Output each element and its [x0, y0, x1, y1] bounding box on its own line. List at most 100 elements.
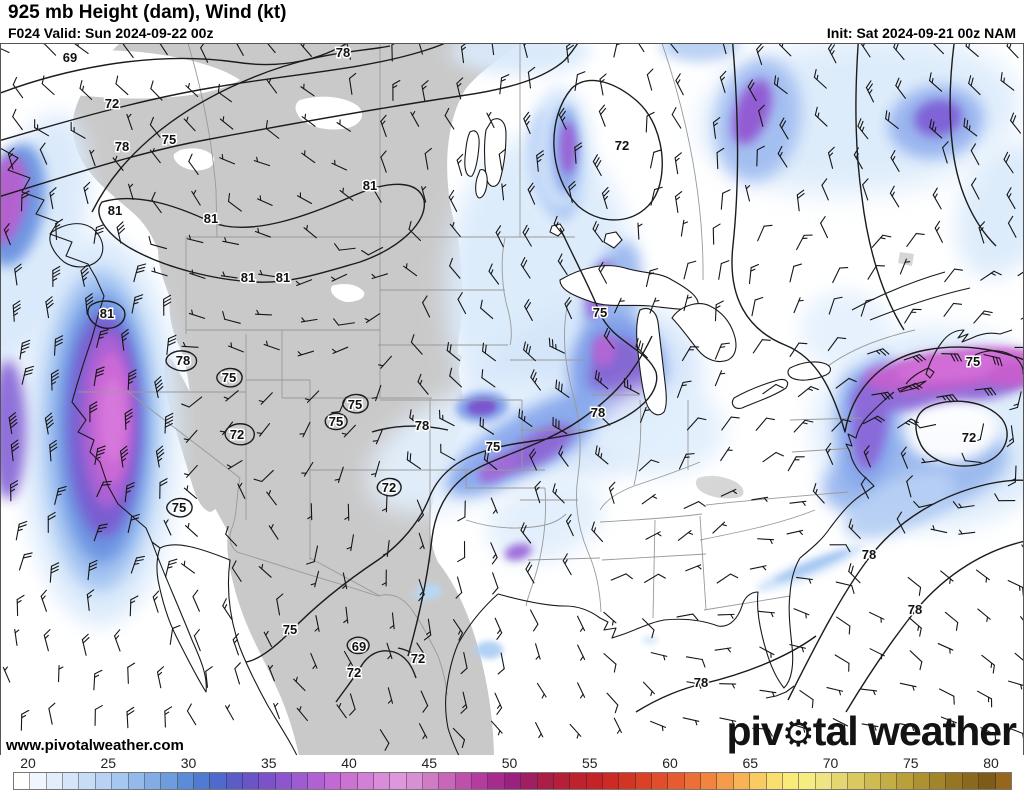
forecast-valid-label: F024 Valid: Sun 2024-09-22 00z [8, 25, 214, 41]
colorbar-cell [750, 773, 767, 789]
colorbar-cell [766, 773, 783, 789]
contour-label: 72 [105, 96, 119, 111]
colorbar-cell [717, 773, 734, 789]
colorbar-tick: 65 [742, 755, 759, 771]
colorbar-cell [161, 773, 178, 789]
contour-label: 75 [593, 305, 607, 320]
colorbar-cell [946, 773, 963, 789]
colorbar-tick: 40 [341, 755, 357, 771]
colorbar-cell [881, 773, 898, 789]
contour-label: 81 [241, 270, 255, 285]
contour-label: 78 [694, 675, 708, 690]
colorbar-tick: 25 [100, 755, 117, 771]
contour-label: 75 [348, 397, 362, 412]
colorbar-cell [619, 773, 636, 789]
colorbar-cell [668, 773, 685, 789]
colorbar-cell [930, 773, 947, 789]
colorbar-cell [995, 773, 1011, 789]
map-header: 925 mb Height (dam), Wind (kt) F024 Vali… [0, 0, 1024, 43]
colorbar-cell [864, 773, 882, 789]
gear-icon: ⚙ [781, 713, 815, 754]
contour-label: 75 [486, 439, 500, 454]
colorbar-cell [144, 773, 162, 789]
colorbar-cell [177, 773, 194, 789]
contour-label: 78 [415, 418, 429, 433]
colorbar-tick: 70 [822, 755, 839, 771]
logo-text-piv: piv [726, 708, 783, 754]
contour-label: 72 [230, 427, 244, 442]
colorbar-tick: 55 [581, 755, 598, 771]
contour-label: 78 [591, 405, 605, 420]
contour-label: 78 [862, 547, 876, 562]
colorbar-cell [488, 773, 505, 789]
colorbar-cell [684, 773, 702, 789]
colorbar-cell [897, 773, 914, 789]
contour-label: 78 [336, 45, 350, 60]
contour-label: 75 [222, 370, 236, 385]
contour-label: 72 [962, 430, 976, 445]
colorbar-cell [602, 773, 620, 789]
contour-label: 78 [115, 139, 129, 154]
contour-label: 81 [108, 203, 122, 218]
colorbar-cell [112, 773, 129, 789]
colorbar-cell [30, 773, 47, 789]
colorbar-cell [79, 773, 96, 789]
contour-label: 72 [382, 480, 396, 495]
contour-label: 75 [966, 354, 980, 369]
colorbar-tick: 75 [902, 755, 919, 771]
contour-label: 72 [411, 651, 425, 666]
colorbar-cell [455, 773, 473, 789]
colorbar-cell [390, 773, 407, 789]
colorbar-cell [193, 773, 211, 789]
colorbar-cell [128, 773, 145, 789]
colorbar-cell [472, 773, 489, 789]
colorbar-cells [13, 772, 1012, 790]
colorbar-cell [782, 773, 800, 789]
colorbar-cell [292, 773, 309, 789]
colorbar-cell [373, 773, 391, 789]
colorbar-tick-labels: 20 25 30 35 40 45 50 55 60 65 70 75 80 [0, 755, 1024, 771]
watermark-url: www.pivotalweather.com [6, 737, 184, 754]
contour-label: 81 [363, 178, 377, 193]
colorbar-cell [979, 773, 996, 789]
colorbar-cell [341, 773, 358, 789]
contour-label: 75 [162, 132, 176, 147]
colorbar-cell [962, 773, 980, 789]
contour-label: 75 [172, 500, 186, 515]
colorbar-cell [226, 773, 244, 789]
colorbar-cell [14, 773, 31, 789]
contour-label: 69 [63, 50, 77, 65]
colorbar-cell [422, 773, 440, 789]
colorbar-cell [95, 773, 113, 789]
colorbar-cell [406, 773, 423, 789]
colorbar-cell [652, 773, 669, 789]
colorbar-cell [210, 773, 227, 789]
logo-text-weather: weather [857, 708, 1017, 754]
contour-label: 69 [352, 639, 366, 654]
contour-label: 75 [329, 414, 343, 429]
colorbar-tick: 20 [20, 755, 36, 771]
contour-label: 81 [276, 270, 290, 285]
wind-speed-colorbar: 20 25 30 35 40 45 50 55 60 65 70 75 80 [0, 755, 1024, 791]
colorbar-cell [521, 773, 538, 789]
page-title: 925 mb Height (dam), Wind (kt) [8, 2, 287, 23]
contour-label: 78 [908, 602, 922, 617]
colorbar-cell [63, 773, 80, 789]
model-init-label: Init: Sat 2024-09-21 00z NAM [826, 25, 1016, 41]
contour-label: 78 [176, 353, 190, 368]
colorbar-tick: 80 [983, 755, 999, 771]
contour-label: 81 [204, 211, 218, 226]
colorbar-cell [831, 773, 849, 789]
colorbar-cell [586, 773, 603, 789]
colorbar-tick: 45 [421, 755, 438, 771]
colorbar-tick: 30 [180, 755, 197, 771]
colorbar-cell [308, 773, 325, 789]
colorbar-tick: 35 [260, 755, 277, 771]
colorbar-cell [701, 773, 718, 789]
colorbar-cell [799, 773, 816, 789]
pivotal-weather-logo: piv⚙tal weather [726, 708, 1017, 755]
colorbar-cell [913, 773, 931, 789]
contour-label: 72 [615, 138, 629, 153]
colorbar-cell [439, 773, 456, 789]
